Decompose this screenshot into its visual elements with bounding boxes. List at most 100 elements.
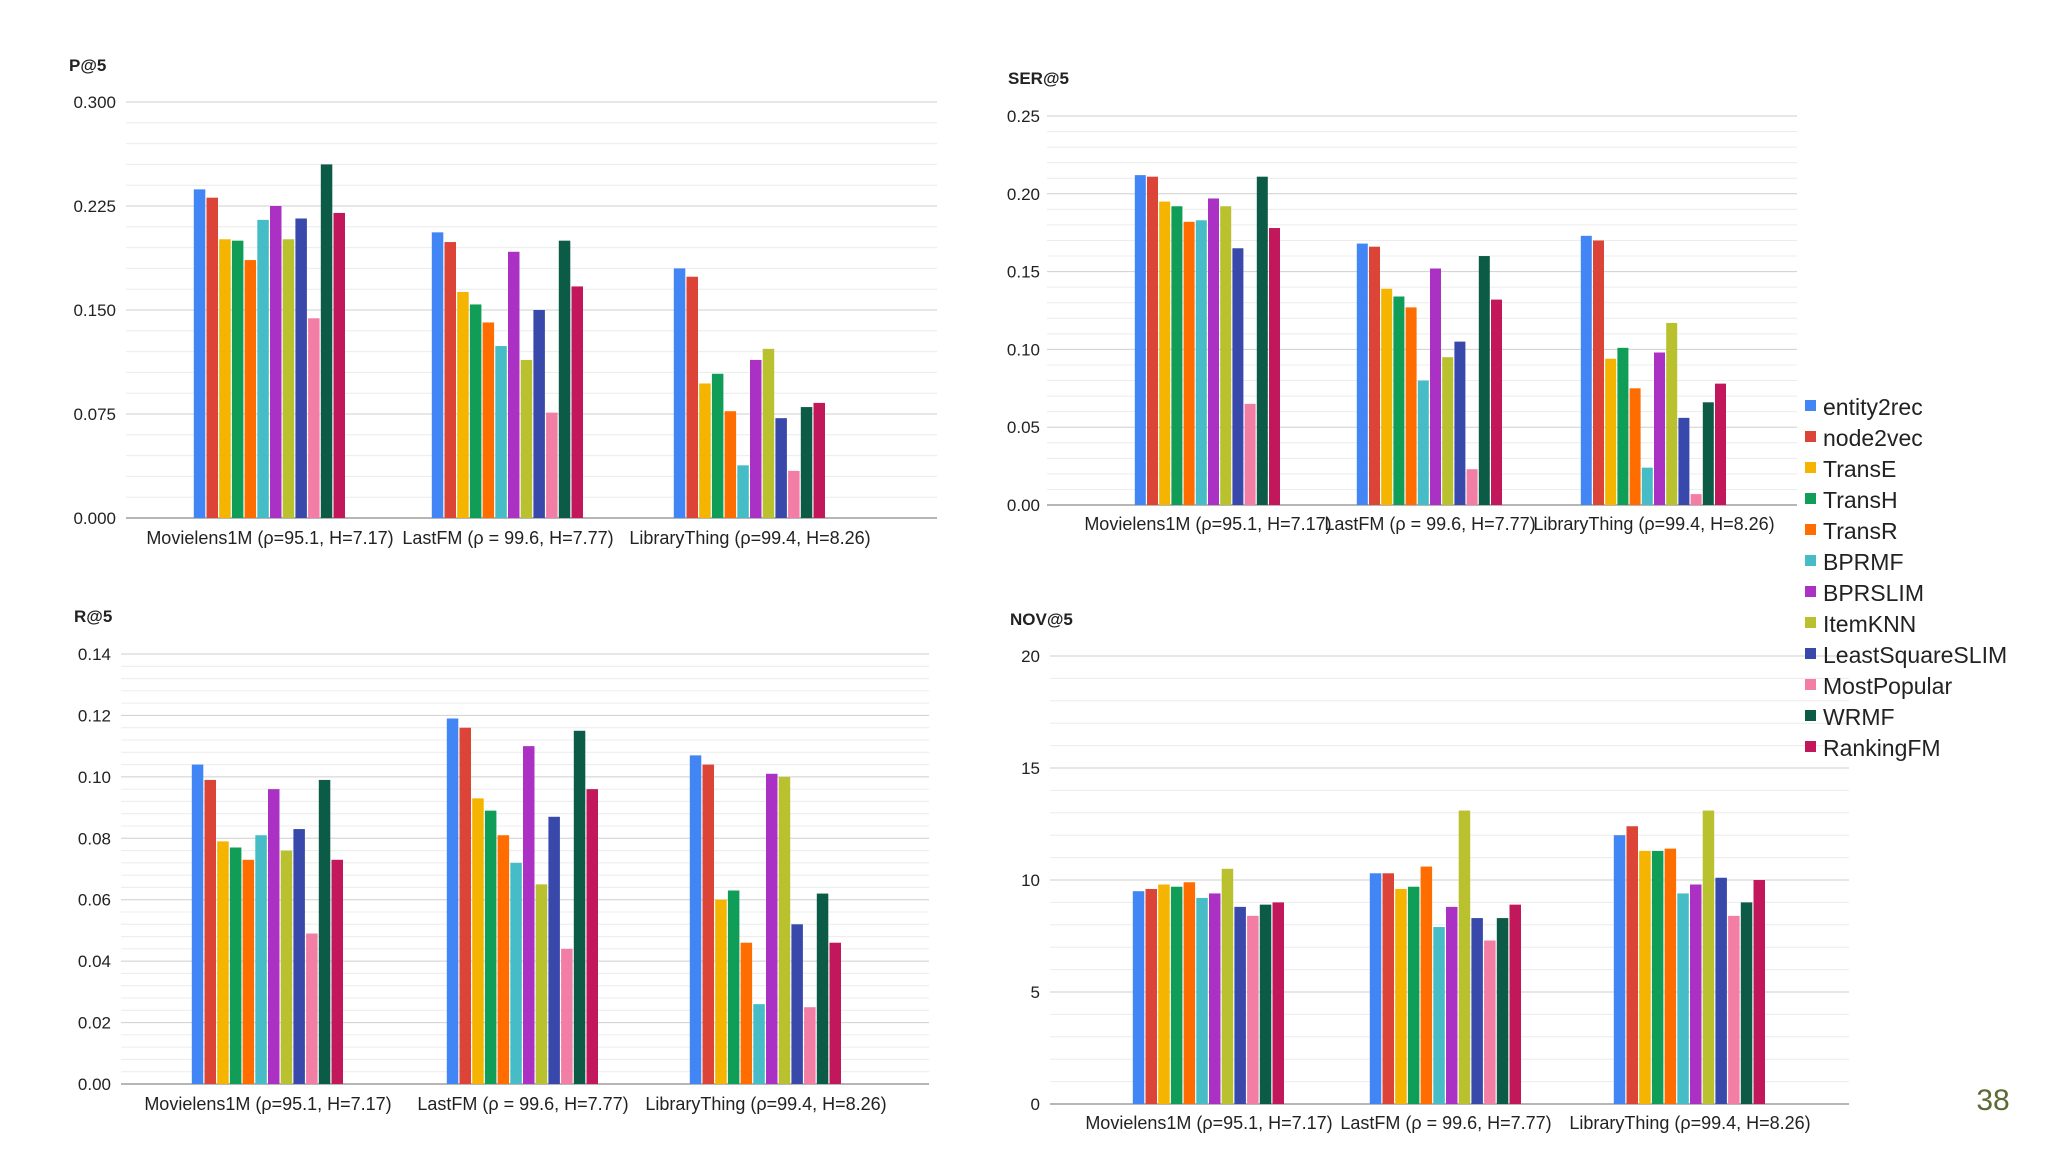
bar-itemknn-0	[1220, 206, 1232, 505]
y-tick-label: 0	[1031, 1095, 1040, 1114]
legend-label: BPRMF	[1823, 549, 1904, 575]
bar-bprslim-1	[508, 251, 520, 518]
legend-swatch	[1805, 524, 1816, 535]
bar-itemknn-1	[1458, 810, 1471, 1104]
legend-item-bprmf: BPRMF	[1805, 549, 1904, 575]
bar-mostpopular-0	[308, 318, 320, 518]
bar-rankingfm-1	[586, 789, 598, 1084]
bar-transe-1	[457, 291, 469, 518]
legend-swatch	[1805, 679, 1816, 690]
bar-rankingfm-1	[571, 286, 583, 518]
bar-mostpopular-2	[804, 1007, 816, 1084]
category-label: LibraryThing (ρ=99.4, H=8.26)	[629, 528, 870, 548]
legend-label: node2vec	[1823, 425, 1923, 451]
y-tick-label: 10	[1021, 871, 1040, 890]
legend-swatch	[1805, 431, 1816, 442]
bar-entity2rec-1	[1369, 873, 1382, 1104]
bar-transr-1	[1405, 307, 1417, 505]
charts-layer: P@50.0000.0750.1500.2250.300Movielens1M …	[69, 56, 1849, 1133]
bar-bprslim-2	[1654, 352, 1665, 505]
bar-leastsquareslim-1	[1454, 341, 1466, 505]
bar-node2vec-0	[206, 197, 218, 518]
bar-bprmf-2	[1677, 893, 1689, 1104]
bar-wrmf-0	[1256, 176, 1268, 505]
bar-transr-0	[244, 260, 257, 518]
bar-rankingfm-0	[333, 212, 345, 518]
bar-transe-1	[1395, 888, 1407, 1104]
bar-bprslim-1	[1446, 906, 1458, 1104]
legend-swatch	[1805, 462, 1816, 473]
bar-wrmf-1	[1496, 918, 1509, 1104]
bar-transh-1	[484, 810, 497, 1084]
bar-entity2rec-2	[689, 755, 702, 1084]
category-label: Movielens1M (ρ=95.1, H=7.17)	[146, 528, 393, 548]
bar-rankingfm-2	[813, 402, 825, 518]
bar-transh-1	[1407, 886, 1420, 1104]
bar-transh-0	[1171, 206, 1183, 505]
bar-node2vec-2	[702, 764, 714, 1084]
bar-rankingfm-0	[1272, 902, 1284, 1104]
bar-bprmf-1	[1417, 380, 1429, 505]
bar-rankingfm-2	[829, 942, 841, 1084]
legend-swatch	[1805, 617, 1816, 628]
bar-wrmf-0	[318, 779, 331, 1084]
legend-item-entity2rec: entity2rec	[1805, 394, 1923, 420]
bar-mostpopular-1	[546, 412, 558, 518]
bar-transh-0	[229, 847, 242, 1084]
bar-leastsquareslim-2	[1678, 417, 1690, 505]
bar-mostpopular-1	[1466, 469, 1478, 505]
category-label: LibraryThing (ρ=99.4, H=8.26)	[645, 1094, 886, 1114]
bar-entity2rec-0	[191, 764, 204, 1084]
bar-bprmf-0	[1195, 220, 1207, 505]
bar-itemknn-0	[280, 850, 293, 1084]
y-tick-label: 0.10	[1007, 340, 1040, 359]
bar-entity2rec-2	[1613, 835, 1626, 1104]
legend-item-itemknn: ItemKNN	[1805, 611, 1916, 637]
bar-bprmf-2	[753, 1004, 765, 1084]
y-tick-label: 0.00	[1007, 496, 1040, 515]
bar-leastsquareslim-2	[791, 924, 803, 1084]
y-tick-label: 0.00	[78, 1075, 111, 1094]
chart-p5: P@5 0.000 0.075 0.150 0.225 0.300 Movielens1M …	[69, 56, 937, 548]
bar-wrmf-1	[573, 730, 586, 1084]
bar-rankingfm-1	[1491, 299, 1502, 505]
bar-transe-2	[1639, 850, 1651, 1104]
y-tick-label: 0.20	[1007, 185, 1040, 204]
bar-leastsquareslim-0	[1234, 906, 1246, 1104]
legend: entity2rec node2vec TransE TransH TransR BPRM…	[1805, 394, 2007, 761]
bar-wrmf-2	[816, 893, 829, 1084]
bar-bprslim-2	[750, 359, 762, 518]
category-label: Movielens1M (ρ=95.1, H=7.17)	[144, 1094, 391, 1114]
legend-swatch	[1805, 741, 1816, 752]
legend-item-rankingfm: RankingFM	[1805, 735, 1941, 761]
bar-transr-2	[1629, 388, 1641, 505]
bar-mostpopular-1	[561, 948, 573, 1084]
bar-itemknn-2	[1702, 810, 1715, 1104]
y-axis-label: R@5	[74, 607, 112, 626]
bar-itemknn-0	[1221, 868, 1234, 1104]
bar-mostpopular-0	[306, 933, 318, 1084]
y-tick-label: 5	[1031, 983, 1040, 1002]
legend-item-transh: TransH	[1805, 487, 1898, 513]
bar-bprslim-1	[523, 746, 535, 1084]
bar-bprslim-0	[1209, 893, 1221, 1104]
legend-label: RankingFM	[1823, 735, 1941, 761]
bar-transe-0	[219, 239, 231, 518]
bar-mostpopular-1	[1484, 940, 1496, 1104]
bar-wrmf-1	[1478, 256, 1490, 505]
legend-swatch	[1805, 400, 1816, 411]
bar-transh-2	[727, 890, 740, 1084]
bar-node2vec-1	[1382, 873, 1394, 1104]
bar-bprslim-2	[1690, 884, 1702, 1104]
bar-mostpopular-2	[788, 470, 800, 518]
bar-transe-0	[1159, 201, 1171, 505]
bar-rankingfm-0	[1269, 228, 1280, 505]
bar-transh-2	[1617, 347, 1629, 505]
legend-label: TransH	[1823, 487, 1898, 513]
bar-node2vec-2	[1626, 826, 1638, 1104]
bar-leastsquareslim-2	[775, 418, 787, 518]
chart-ser5: SER@5 0.00 0.05 0.10 0.15 0.20 0.25 Movielens1M…	[1007, 69, 1797, 534]
category-label: LastFM (ρ = 99.6, H=7.77)	[417, 1094, 628, 1114]
bar-mostpopular-2	[1690, 494, 1702, 505]
bar-wrmf-2	[1740, 902, 1753, 1104]
